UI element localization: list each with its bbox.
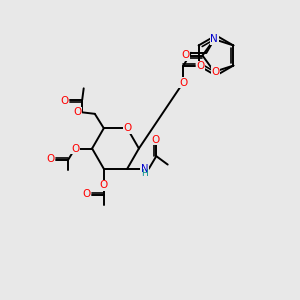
Text: O: O — [100, 180, 108, 190]
Text: O: O — [179, 78, 187, 88]
Text: O: O — [82, 189, 91, 199]
Text: O: O — [46, 154, 55, 164]
Text: H: H — [141, 169, 148, 178]
Text: N: N — [210, 34, 218, 44]
Text: O: O — [152, 135, 160, 145]
Text: O: O — [71, 143, 79, 154]
Text: O: O — [181, 50, 190, 61]
Text: O: O — [74, 107, 82, 117]
Text: O: O — [212, 67, 220, 77]
Text: O: O — [123, 123, 131, 133]
Text: O: O — [197, 61, 205, 71]
Text: N: N — [141, 164, 148, 174]
Text: O: O — [61, 96, 69, 106]
